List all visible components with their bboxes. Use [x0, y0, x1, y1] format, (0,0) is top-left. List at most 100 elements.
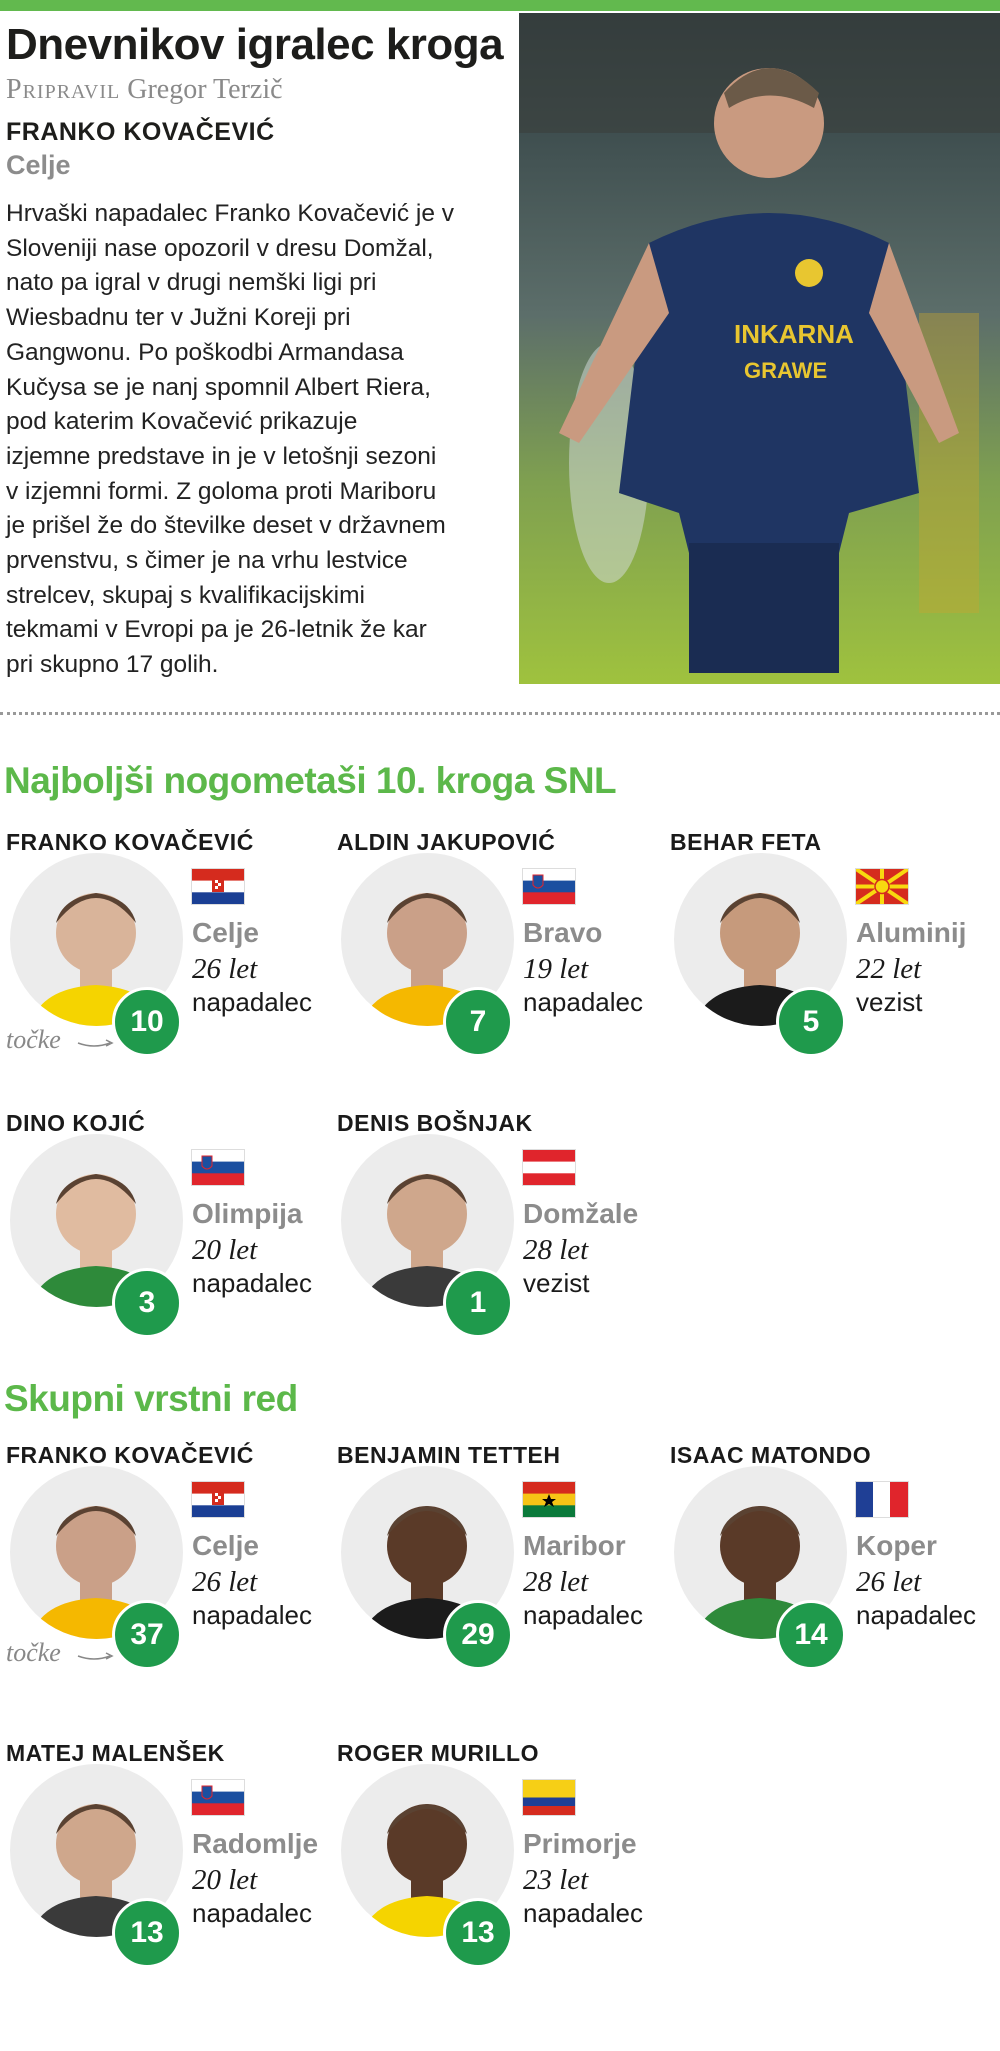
player-card: ALDIN JAKUPOVIĆ Bravo 19 let napadalec 7: [337, 829, 657, 1089]
player-age: 20 let: [192, 1234, 258, 1266]
player-age: 28 let: [523, 1234, 589, 1266]
featured-player-name: FRANKO KOVAČEVIĆ: [6, 118, 275, 146]
player-card: DENIS BOŠNJAK Domžale 28 let vezist 1: [337, 1110, 657, 1370]
article-line: izjemne predstave in je v letošnji sezon…: [6, 442, 437, 470]
points-badge: 13: [112, 1898, 182, 1968]
points-badge: 13: [443, 1898, 513, 1968]
points-label: točke: [6, 1638, 61, 1667]
points-badge: 14: [776, 1600, 846, 1670]
svg-text:GRAWE: GRAWE: [744, 358, 827, 383]
player-position: napadalec: [523, 987, 643, 1017]
player-photo: [10, 1764, 183, 1937]
points-badge: 7: [443, 987, 513, 1057]
slovenia-flag-icon: [192, 1780, 244, 1815]
points-badge: 5: [776, 987, 846, 1057]
player-position: napadalec: [856, 1600, 976, 1630]
svg-text:INKARNA: INKARNA: [734, 319, 854, 349]
player-team: Koper: [856, 1530, 937, 1561]
slovenia-flag-icon: [523, 869, 575, 904]
arrow-icon: [77, 1652, 114, 1660]
player-name: BENJAMIN TETTEH: [337, 1442, 561, 1468]
article-line: Gangwonu. Po poškodbi Armandasa: [6, 338, 404, 366]
player-team: Celje: [192, 1530, 259, 1561]
article-line: Sloveniji nase opozoril v dresu Domžal,: [6, 234, 434, 262]
colombia-flag-icon: [523, 1780, 575, 1815]
points-badge: 29: [443, 1600, 513, 1670]
player-name: BEHAR FETA: [670, 829, 822, 855]
player-position: napadalec: [192, 1898, 312, 1928]
article-line: Wiesbadnu ter v Južni Koreji pri: [6, 304, 351, 332]
article-line: nato pa igral v drugi nemški ligi pri: [6, 269, 377, 297]
byline-author: Gregor Terzič: [127, 74, 283, 105]
player-position: napadalec: [523, 1600, 643, 1630]
player-team: Domžale: [523, 1198, 639, 1229]
article-line: prvenstvu, s čimer je na vrhu lestvice: [6, 547, 408, 575]
player-photo: [341, 1134, 514, 1307]
featured-player-photo: INKARNA GRAWE: [519, 13, 1000, 684]
player-name: ROGER MURILLO: [337, 1740, 539, 1766]
player-age: 20 let: [192, 1864, 258, 1896]
player-team: Bravo: [523, 917, 603, 948]
ghana-flag-icon: [523, 1482, 575, 1517]
points-label: točke: [6, 1025, 61, 1054]
player-age: 26 let: [192, 953, 258, 985]
article-line: tekmami v Evropi pa je 26-letnik že kar: [6, 616, 427, 644]
article-line: je prišel že do številke deset v državne…: [6, 512, 446, 540]
croatia-flag-icon: [192, 1482, 244, 1517]
points-badge: 1: [443, 1268, 513, 1338]
points-badge: 37: [112, 1600, 182, 1670]
player-name: DENIS BOŠNJAK: [337, 1110, 533, 1136]
player-card: FRANKO KOVAČEVIĆ Celje 26 let napadalec …: [6, 829, 326, 1089]
section-divider: [0, 712, 1000, 715]
player-position: napadalec: [192, 1600, 312, 1630]
player-age: 23 let: [523, 1864, 589, 1896]
article-line: pri skupno 17 golih.: [6, 651, 219, 679]
top-accent-bar: [0, 0, 1000, 11]
player-photo: [10, 853, 183, 1026]
player-name: MATEJ MALENŠEK: [6, 1740, 225, 1766]
austria-flag-icon: [523, 1150, 575, 1185]
article-body: Hrvaški napadalec Franko Kovačević je v S…: [6, 197, 516, 683]
points-badge: 3: [112, 1268, 182, 1338]
slovenia-flag-icon: [192, 1150, 244, 1185]
player-card: BENJAMIN TETTEH Maribor 28 let napadalec…: [337, 1442, 657, 1702]
arrow-icon: [77, 1039, 114, 1047]
player-team: Celje: [192, 917, 259, 948]
article-line: Hrvaški napadalec Franko Kovačević je v: [6, 200, 455, 227]
player-card: MATEJ MALENŠEK Radomlje 20 let napadalec…: [6, 1740, 326, 2000]
player-card: DINO KOJIĆ Olimpija 20 let napadalec 3: [6, 1110, 326, 1370]
player-name: DINO KOJIĆ: [6, 1110, 146, 1136]
player-age: 22 let: [856, 953, 922, 985]
player-team: Olimpija: [192, 1198, 303, 1229]
article-line: strelcev, skupaj s kvalifikacijskimi: [6, 581, 365, 609]
section-title-round: Najboljši nogometaši 10. kroga SNL: [4, 760, 617, 801]
player-card: FRANKO KOVAČEVIĆ Celje 26 let napadalec …: [6, 1442, 326, 1702]
article-line: Kučysa se je nanj spomnil Albert Riera,: [6, 373, 431, 401]
player-name: ISAAC MATONDO: [670, 1442, 872, 1468]
croatia-flag-icon: [192, 869, 244, 904]
player-name: ALDIN JAKUPOVIĆ: [337, 829, 556, 855]
page-title: Dnevnikov igralec kroga: [6, 20, 504, 69]
byline-label: Pripravil: [6, 74, 121, 105]
featured-player-team: Celje: [6, 150, 71, 180]
player-team: Primorje: [523, 1828, 637, 1859]
article-line: pod katerim Kovačević prikazuje: [6, 408, 358, 436]
player-position: napadalec: [192, 987, 312, 1017]
player-card: BEHAR FETA Aluminij 22 let vezist 5: [670, 829, 990, 1089]
points-badge: 10: [112, 987, 182, 1057]
player-position: napadalec: [523, 1898, 643, 1928]
player-age: 26 let: [192, 1566, 258, 1598]
player-position: vezist: [523, 1268, 590, 1298]
player-name: FRANKO KOVAČEVIĆ: [6, 1442, 254, 1468]
north-macedonia-flag-icon: [856, 869, 908, 904]
player-age: 19 let: [523, 953, 589, 985]
player-card: ROGER MURILLO Primorje 23 let napadalec …: [337, 1740, 657, 2000]
player-name: FRANKO KOVAČEVIĆ: [6, 829, 254, 855]
player-card: ISAAC MATONDO Koper 26 let napadalec 14: [670, 1442, 990, 1702]
player-team: Aluminij: [856, 917, 967, 948]
france-flag-icon: [856, 1482, 908, 1517]
section-title-overall: Skupni vrstni red: [4, 1378, 298, 1419]
player-team: Radomlje: [192, 1828, 319, 1859]
player-age: 28 let: [523, 1566, 589, 1598]
player-position: napadalec: [192, 1268, 312, 1298]
